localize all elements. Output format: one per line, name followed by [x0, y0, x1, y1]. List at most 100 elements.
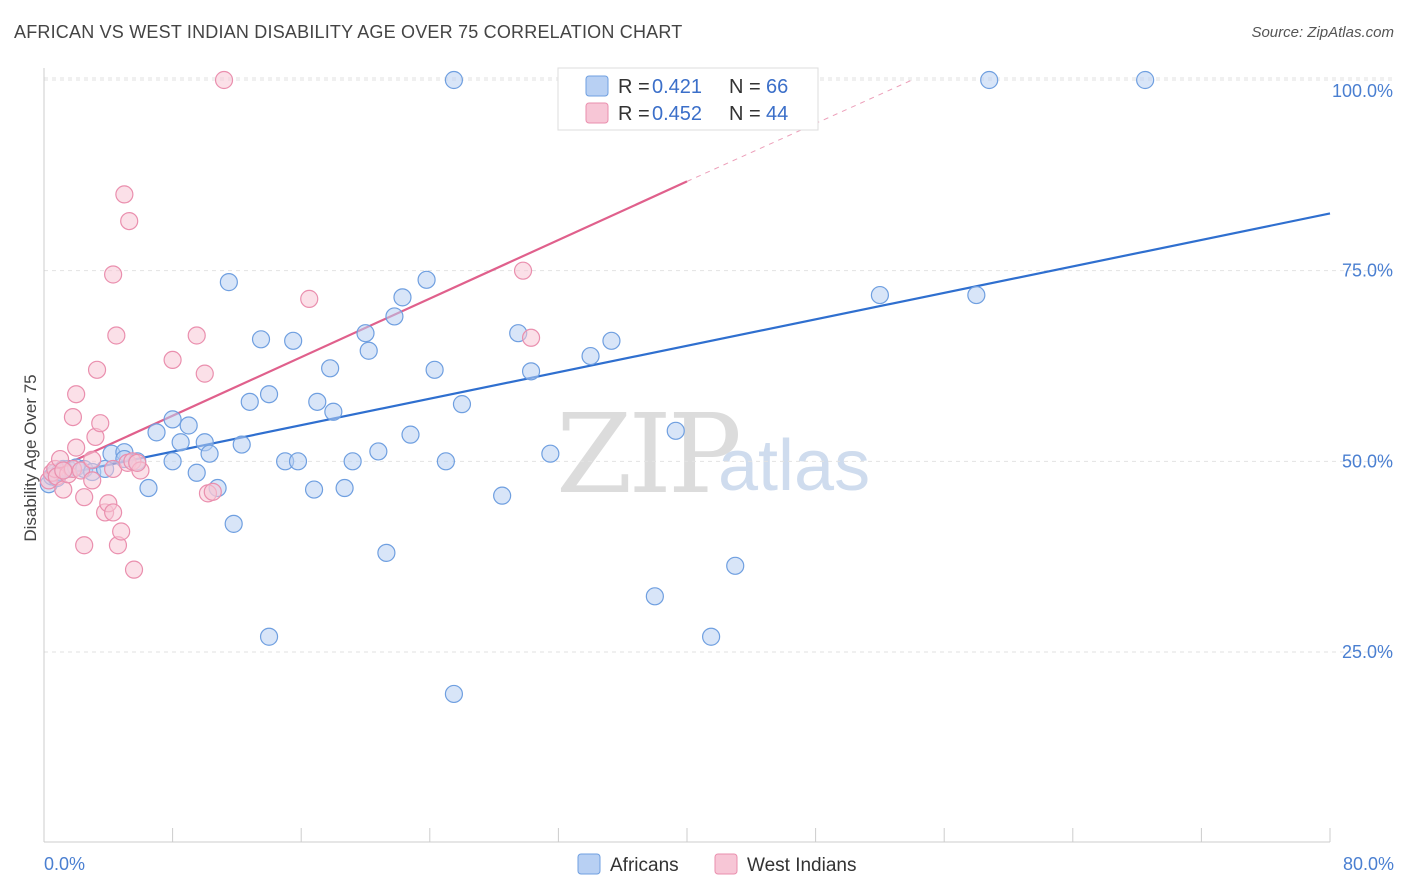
point-africans [385, 307, 404, 326]
point-africans [602, 331, 621, 350]
y-tick-label: 50.0% [1342, 451, 1393, 471]
x-tick-label-max: 80.0% [1343, 854, 1394, 874]
point-west-indians [107, 326, 126, 345]
legend-n-value-1: 66 [766, 76, 788, 98]
point-africans [219, 273, 238, 292]
point-africans [1136, 70, 1155, 90]
series-legend-swatch-west-indians [714, 853, 738, 875]
point-africans [645, 587, 664, 606]
point-west-indians [75, 488, 94, 507]
point-africans [452, 395, 472, 414]
point-africans [493, 486, 512, 505]
point-africans [666, 421, 685, 440]
point-africans [147, 423, 166, 442]
series-legend: Africans West Indians [577, 853, 856, 876]
legend-swatch-africans [585, 75, 609, 97]
point-west-indians [513, 261, 533, 280]
y-tick-label: 75.0% [1342, 261, 1393, 281]
point-africans [304, 480, 324, 499]
trend-line-extension [686, 79, 913, 182]
watermark-atlas: atlas [718, 426, 870, 506]
point-west-indians [112, 522, 131, 541]
series-legend-swatch-africans [577, 853, 601, 875]
point-west-indians [120, 211, 139, 231]
point-west-indians [83, 471, 102, 490]
point-west-indians [67, 438, 86, 457]
point-africans [259, 627, 279, 646]
point-west-indians [163, 350, 182, 369]
legend-n-label-1: N = [729, 76, 761, 98]
chart-title: AFRICAN VS WEST INDIAN DISABILITY AGE OV… [14, 22, 683, 42]
legend-n-label-2: N = [729, 103, 761, 125]
point-africans [324, 402, 343, 421]
point-africans [702, 627, 721, 646]
point-africans [870, 285, 890, 305]
legend-r-value-1: 0.421 [652, 76, 702, 98]
point-west-indians [87, 360, 107, 379]
legend-swatch-west-indians [585, 102, 609, 124]
point-africans [251, 330, 271, 349]
point-africans [401, 425, 420, 444]
point-west-indians [67, 385, 86, 404]
axes: 25.0% 50.0% 75.0% 100.0% [43, 68, 1393, 843]
point-africans [224, 514, 243, 533]
point-africans [521, 362, 541, 381]
point-west-indians [54, 461, 73, 480]
series-legend-west-indians: West Indians [747, 855, 856, 876]
source-label: Source: ZipAtlas.com [1251, 24, 1394, 41]
point-africans [980, 70, 999, 90]
legend-r-label-1: R = [618, 76, 650, 98]
watermark-zip: ZIP [556, 390, 739, 518]
point-africans [436, 452, 455, 471]
point-west-indians [104, 503, 123, 522]
point-west-indians [63, 407, 83, 427]
y-tick-label: 100.0% [1332, 81, 1393, 101]
point-africans [335, 478, 354, 498]
legend-r-label-2: R = [618, 103, 650, 125]
point-africans [139, 478, 158, 498]
point-africans [163, 410, 182, 429]
point-africans [343, 452, 362, 471]
point-west-indians [54, 480, 73, 499]
point-west-indians [187, 326, 206, 345]
stats-legend: R = 0.421 N = 66 R = 0.452 N = 44 [557, 67, 819, 131]
point-africans [308, 392, 327, 411]
data-points [39, 70, 1155, 704]
point-west-indians [128, 453, 147, 472]
point-africans [232, 435, 251, 454]
point-africans [417, 270, 436, 289]
point-west-indians [203, 482, 222, 501]
point-africans [187, 463, 206, 482]
point-west-indians [75, 536, 94, 555]
point-africans [240, 392, 259, 411]
point-africans [284, 331, 303, 350]
point-africans [288, 452, 308, 471]
point-africans [259, 385, 279, 404]
point-africans [444, 70, 464, 90]
point-africans [425, 360, 444, 379]
point-africans [356, 324, 375, 343]
point-africans [369, 442, 388, 461]
point-west-indians [521, 328, 541, 347]
point-africans [163, 452, 182, 471]
point-africans [200, 444, 219, 463]
point-west-indians [115, 185, 134, 204]
point-west-indians [214, 70, 234, 90]
point-africans [393, 288, 412, 307]
legend-n-value-2: 44 [766, 103, 788, 125]
point-africans [444, 684, 464, 704]
point-africans [967, 285, 986, 305]
point-west-indians [195, 364, 214, 383]
point-west-indians [104, 265, 123, 284]
point-africans [726, 556, 745, 575]
point-west-indians [124, 560, 144, 579]
grid-lines [44, 77, 1392, 653]
point-africans [321, 359, 340, 378]
x-tick-label-min: 0.0% [44, 854, 85, 874]
point-africans [541, 444, 560, 463]
point-africans [581, 346, 600, 366]
y-tick-label: 25.0% [1342, 642, 1393, 662]
point-west-indians [83, 450, 102, 469]
series-legend-africans: Africans [610, 855, 679, 876]
